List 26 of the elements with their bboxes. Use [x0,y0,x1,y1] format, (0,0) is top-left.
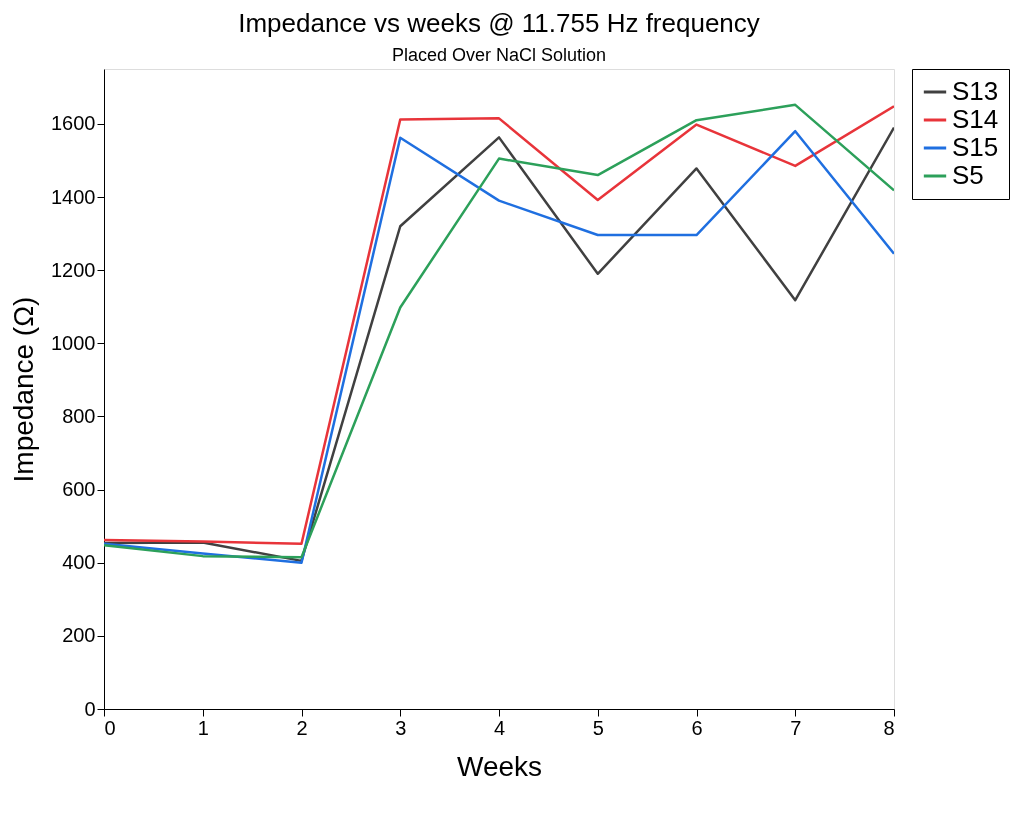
x-tick-label: 6 [691,716,703,739]
legend-label: S14 [952,104,999,134]
chart-subtitle: Placed Over NaCl Solution [391,44,607,65]
legend-label: S15 [952,132,999,162]
y-tick-label: 400 [62,551,96,574]
x-tick-label: 5 [592,716,604,739]
y-tick-label: 1400 [51,185,96,208]
y-tick-label: 0 [84,697,96,720]
y-axis-title: Impedance (Ω) [8,296,40,483]
x-tick-label: 7 [790,716,802,739]
x-axis-title: Weeks [456,750,543,782]
legend-label: S13 [952,76,999,106]
y-tick-label: 800 [62,404,96,427]
x-tick-label: 3 [395,716,407,739]
y-tick-label: 1600 [51,112,96,135]
y-tick-label: 200 [62,624,96,647]
y-tick-label: 1000 [51,331,96,354]
y-tick-label: 1200 [51,258,96,281]
x-tick-label: 8 [883,716,895,739]
x-tick-label: 4 [493,716,506,739]
chart-title: Impedance vs weeks @ 11.755 Hz frequency [238,7,760,38]
x-tick-label: 1 [197,716,209,739]
legend-label: S5 [952,160,984,190]
y-tick-label: 600 [62,478,96,501]
x-tick-label: 2 [296,716,308,739]
x-tick-label: 0 [104,716,116,739]
